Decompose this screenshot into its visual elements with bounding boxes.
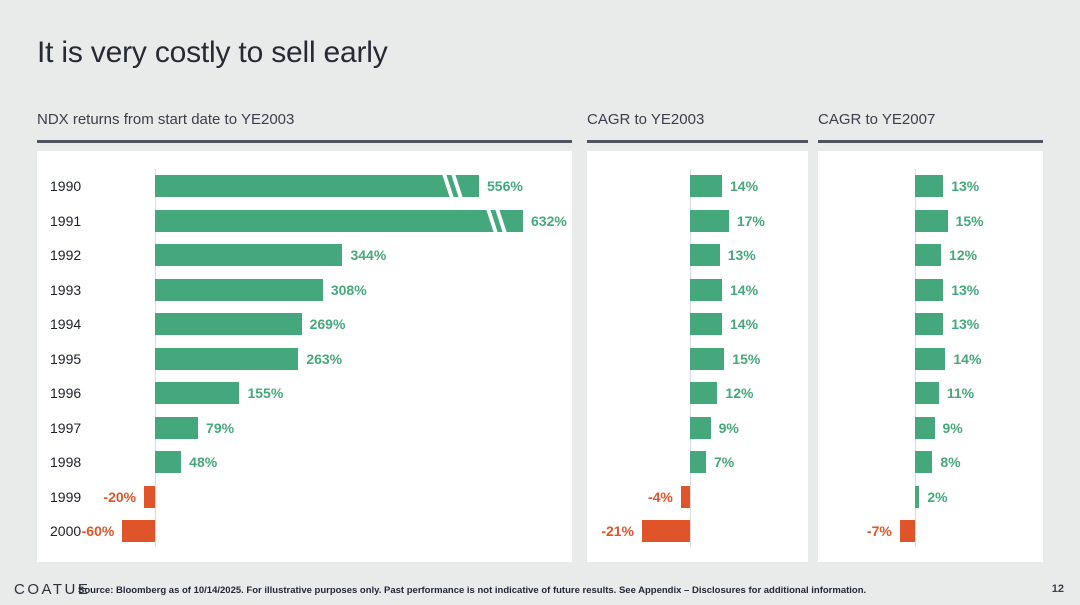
negative-bar (144, 485, 155, 508)
positive-bar (915, 209, 948, 232)
positive-bar (915, 175, 944, 197)
negative-bar (899, 520, 915, 542)
year-label: 2000 (50, 523, 82, 539)
positive-bar (690, 451, 706, 473)
value-label: 15% (732, 350, 761, 367)
value-label: -4% (647, 488, 673, 505)
year-label: 1998 (50, 454, 82, 470)
positive-bar (155, 313, 302, 335)
positive-bar (690, 209, 729, 232)
year-label: 1994 (50, 316, 82, 332)
positive-bar (915, 313, 944, 335)
source-footnote: Source: Bloomberg as of 10/14/2025. For … (78, 585, 867, 596)
chart-panel-ndx-returns: 1990 556% 1991 632% 1992 344% 1993 308% 1994 269%… (37, 151, 572, 562)
value-label: 7% (714, 454, 735, 470)
negative-bar (680, 485, 690, 508)
positive-bar (155, 174, 479, 198)
positive-bar (915, 451, 933, 473)
value-label: 14% (730, 178, 759, 194)
value-label: 9% (718, 419, 739, 436)
value-label: 2% (927, 488, 948, 505)
positive-bar (155, 208, 523, 233)
value-label: 13% (951, 178, 980, 194)
year-label: 1990 (50, 178, 82, 194)
year-label: 1992 (50, 247, 82, 263)
value-label: 9% (942, 419, 963, 436)
year-label: 1996 (50, 385, 82, 401)
value-label: 13% (727, 247, 756, 263)
value-label: -20% (103, 488, 137, 505)
value-label: 11% (946, 385, 975, 401)
value-label: 17% (736, 212, 765, 229)
value-label: 263% (306, 350, 343, 367)
axis-break-mark (441, 174, 453, 198)
value-label: 8% (940, 454, 961, 470)
positive-bar (155, 347, 299, 370)
value-label: 13% (951, 281, 980, 298)
value-label: 15% (955, 212, 984, 229)
positive-bar (915, 485, 920, 508)
chart-header-cagr-ye2007: CAGR to YE2007 (818, 111, 1043, 143)
value-label: 14% (730, 316, 759, 332)
value-label: -21% (601, 523, 634, 539)
year-label: 1993 (50, 281, 82, 298)
page-title: It is very costly to sell early (37, 36, 388, 69)
coatue-logo: COATUE (14, 581, 91, 598)
positive-bar (915, 382, 939, 404)
positive-bar (155, 382, 240, 404)
chart-panel-cagr-ye2003: 14% 17% 13% 14% 14% 15% 12% 9% 7% -4% -21% (587, 151, 808, 562)
value-label: 79% (206, 419, 235, 436)
positive-bar (690, 278, 722, 301)
negative-bar (641, 520, 690, 542)
value-label: -60% (81, 523, 115, 539)
chart-panel-cagr-ye2007: 13% 15% 12% 13% 13% 14% 11% 9% 8% 2% -7% (818, 151, 1043, 562)
positive-bar (690, 244, 720, 266)
value-label: 48% (189, 454, 218, 470)
year-label: 1997 (50, 419, 82, 436)
value-label: 13% (951, 316, 980, 332)
value-label: 155% (247, 385, 284, 401)
positive-bar (915, 416, 935, 439)
value-label: 308% (330, 281, 367, 298)
value-label: -7% (866, 523, 892, 539)
positive-bar (155, 416, 199, 439)
positive-bar (690, 347, 725, 370)
negative-bar (122, 520, 155, 542)
value-label: 632% (531, 212, 567, 229)
year-label: 1991 (50, 212, 82, 229)
chart-header-ndx-returns: NDX returns from start date to YE2003 (37, 111, 572, 143)
value-label: 14% (730, 281, 759, 298)
value-label: 344% (350, 247, 387, 263)
page-number: 12 (1051, 583, 1064, 595)
positive-bar (915, 278, 944, 301)
positive-bar (690, 313, 722, 335)
year-label: 1999 (50, 488, 82, 505)
value-label: 12% (725, 385, 754, 401)
positive-bar (690, 416, 711, 439)
positive-bar (915, 244, 942, 266)
value-label: 556% (487, 178, 523, 194)
positive-bar (690, 382, 718, 404)
year-label: 1995 (50, 350, 82, 367)
positive-bar (915, 347, 946, 370)
value-label: 12% (949, 247, 978, 263)
positive-bar (155, 451, 182, 473)
value-label: 14% (953, 350, 982, 367)
value-label: 269% (309, 316, 346, 332)
positive-bar (690, 175, 722, 197)
positive-bar (155, 278, 323, 301)
positive-bar (155, 244, 343, 266)
chart-header-cagr-ye2003: CAGR to YE2003 (587, 111, 808, 143)
